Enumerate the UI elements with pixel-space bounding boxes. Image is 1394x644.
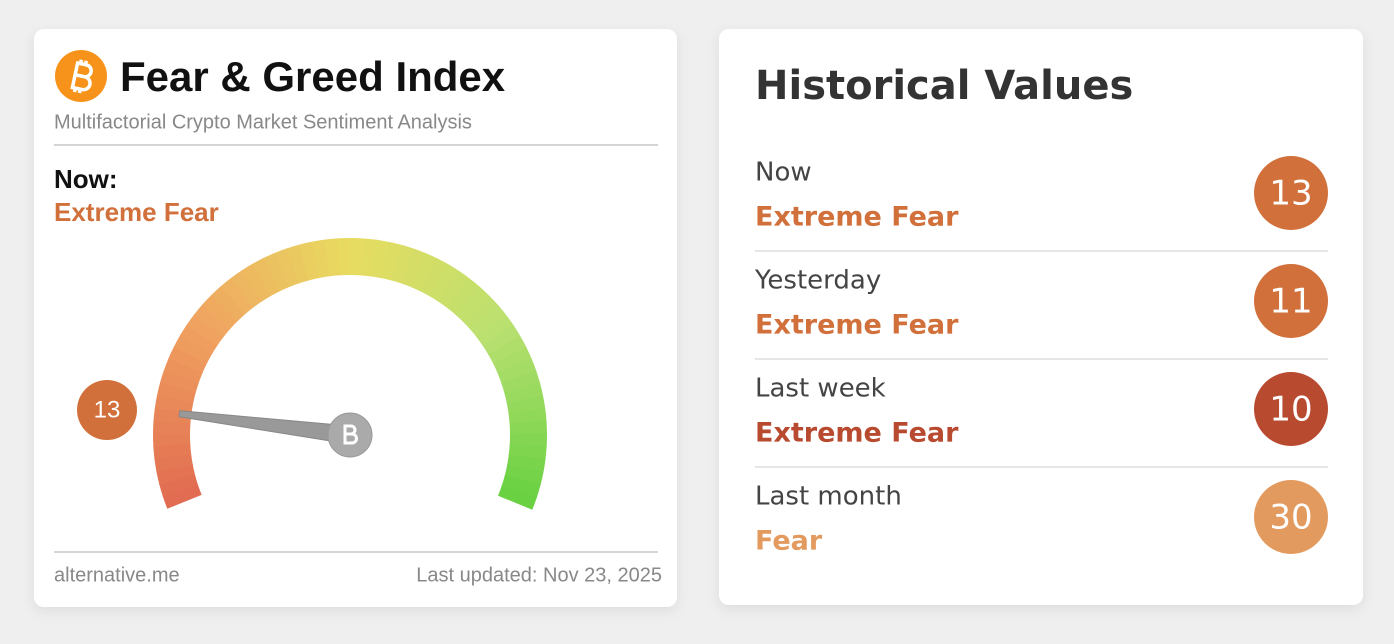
gauge-arc-segment [159, 474, 199, 497]
gauge-arc-segment [168, 346, 208, 373]
value-badge [77, 380, 137, 440]
gauge-arc-segment [438, 270, 471, 309]
bitcoin-logo [55, 50, 107, 102]
gauge-arc-segment [501, 370, 541, 394]
gauge-arc-segment [274, 248, 300, 288]
value-circle [1254, 480, 1328, 554]
gauge-arc-segment [455, 286, 490, 323]
gauge-arc-segment [263, 252, 290, 292]
gauge-arc-segment [504, 382, 544, 404]
gauge-arc-segment [497, 358, 537, 384]
value-circle [1254, 264, 1328, 338]
gauge-arc-segment [420, 258, 449, 297]
history-card [719, 29, 1363, 605]
gauge-arc-segment [251, 257, 281, 297]
gauge-arc-segment [154, 453, 193, 472]
gauge-arc-segment [469, 304, 507, 338]
gauge-arc-segment [350, 238, 364, 276]
gauge-arc-segment [153, 419, 191, 434]
classification: Fear [755, 526, 823, 557]
gauge-arc-segment [337, 238, 352, 276]
gauge-arc-segment [391, 244, 415, 284]
gauge-arc-segment [153, 432, 191, 447]
title: Fear & Greed Index [120, 53, 506, 100]
gauge-arc-segment [162, 484, 202, 509]
gauge-arc-segment [370, 239, 390, 279]
history-list: Now Extreme Fear 13 Yesterday Extreme Fear 11… [754, 156, 1328, 557]
period: Now [755, 158, 812, 188]
gauge-arc-segment [240, 263, 272, 302]
gauge-arc-segment [501, 475, 541, 498]
now-label: Now: [54, 164, 118, 194]
gauge: 13 [77, 238, 547, 510]
gauge-arc-segment [509, 433, 547, 448]
gauge-arc-segment [462, 295, 499, 330]
gauge-arc-segment [157, 381, 196, 403]
gauge-arc-segment [230, 270, 263, 308]
gauge-arc-segment [179, 323, 218, 355]
classification: Extreme Fear [755, 418, 959, 449]
gauge-arc-segment [173, 334, 213, 364]
gauge-arc-segment [429, 264, 460, 303]
period: Yesterday [754, 266, 881, 296]
gauge-arc-segment [493, 346, 533, 374]
gauge-arc-segment [447, 278, 481, 315]
gauge-arc-segment [153, 443, 192, 460]
gauge-arc-segment [311, 239, 331, 279]
history-title: Historical Values [755, 63, 1133, 109]
value: 30 [1269, 498, 1312, 538]
gauge-arc-segment [194, 303, 231, 338]
gauge-arc-segment [410, 252, 438, 292]
gauge-arc-segment [401, 248, 427, 288]
period: Last month [755, 482, 902, 512]
last-updated: Last updated: Nov 23, 2025 [416, 564, 662, 586]
gauge-arc-segment [186, 313, 224, 346]
gauge-arc-segment [488, 335, 527, 365]
gauge-arc-segment [324, 238, 341, 277]
classification: Extreme Fear [755, 310, 959, 341]
gauge-arc-segment [160, 369, 200, 393]
gauge-arc-segment [154, 394, 194, 414]
gauge-arc-segment [482, 324, 521, 356]
subtitle: Multifactorial Crypto Market Sentiment A… [54, 111, 472, 133]
value-circle [1254, 372, 1328, 446]
period: Last week [755, 374, 886, 404]
gauge-arc-segment [504, 464, 544, 486]
gauge-arc-segment [507, 454, 546, 473]
value-badge-text: 13 [94, 396, 121, 423]
gauge-arc-segment [286, 244, 310, 284]
value: 13 [1269, 174, 1312, 214]
gauge-arc-segment [506, 395, 546, 414]
gauge-arc-segment [509, 420, 547, 435]
value-circle [1254, 156, 1328, 230]
gauge-arc-segment [476, 314, 514, 347]
value: 11 [1269, 282, 1312, 322]
gauge-arc-segment [220, 277, 254, 315]
hub-logo [343, 424, 358, 445]
gauge-arc-segment [381, 241, 402, 281]
gauge-arc-segment [202, 294, 238, 330]
gauge-arc-segment [163, 357, 203, 383]
gauge-arc-segment [508, 408, 547, 425]
now-classification: Extreme Fear [54, 197, 219, 227]
source: alternative.me [54, 564, 180, 586]
gauge-arc-segment [498, 485, 538, 510]
gauge-arc-segment [211, 285, 246, 322]
classification: Extreme Fear [755, 202, 959, 233]
value: 10 [1269, 390, 1312, 430]
